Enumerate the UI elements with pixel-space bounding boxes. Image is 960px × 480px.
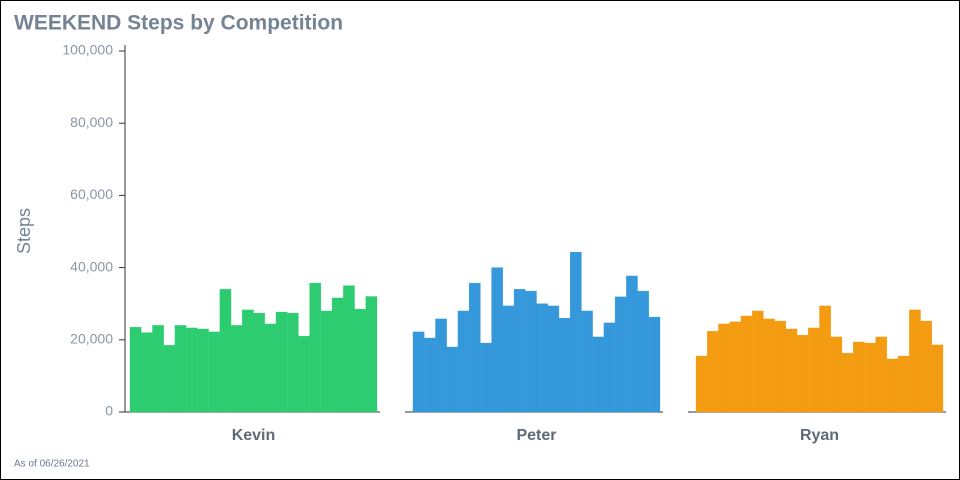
bar — [886, 358, 899, 413]
bar — [286, 312, 299, 413]
bar — [208, 331, 221, 413]
y-tick-label: 100,000 — [62, 42, 113, 58]
bar — [830, 336, 843, 413]
bar — [298, 335, 310, 413]
y-tick-label: 80,000 — [70, 114, 113, 130]
bar — [603, 322, 616, 413]
bar — [718, 323, 730, 413]
bar — [569, 251, 582, 413]
group-label: Peter — [516, 427, 556, 444]
bar — [796, 334, 809, 413]
bar — [648, 316, 661, 413]
bar — [581, 310, 593, 413]
bar — [253, 312, 265, 413]
bar — [354, 308, 367, 413]
bar — [763, 318, 775, 413]
bar — [264, 323, 277, 413]
bar — [309, 282, 322, 413]
bar — [457, 310, 470, 413]
bar — [140, 332, 153, 413]
y-tick-label: 0 — [105, 403, 113, 419]
bar — [152, 325, 164, 413]
bar — [468, 282, 481, 413]
bar — [331, 297, 344, 413]
bar — [729, 321, 742, 413]
bar — [230, 325, 243, 413]
bar — [695, 355, 708, 413]
bar — [774, 320, 787, 413]
bar — [275, 311, 288, 413]
bar — [875, 336, 888, 413]
bar — [320, 310, 333, 413]
bar — [740, 315, 753, 413]
bar — [558, 317, 571, 413]
bar — [502, 305, 515, 413]
bar — [852, 341, 865, 413]
bar — [412, 331, 425, 413]
bar — [242, 309, 254, 413]
group-label: Ryan — [800, 427, 839, 444]
bar — [819, 305, 831, 413]
footnote: As of 06/26/2021 — [14, 459, 90, 470]
bar — [841, 352, 854, 413]
y-tick-label: 20,000 — [70, 331, 113, 347]
group-label: Kevin — [232, 427, 276, 444]
bar — [343, 285, 355, 413]
bar — [547, 305, 560, 413]
bar — [480, 342, 492, 413]
bar — [864, 342, 876, 413]
bar — [365, 296, 378, 413]
bar — [614, 296, 627, 413]
bar — [706, 330, 719, 413]
y-tick-label: 60,000 — [70, 186, 113, 202]
bar — [163, 344, 176, 413]
bar — [808, 327, 820, 413]
bar — [491, 267, 504, 413]
bar — [185, 327, 198, 413]
bar — [423, 337, 436, 413]
bar — [525, 290, 537, 413]
bar — [751, 310, 764, 413]
bar — [219, 289, 232, 413]
bar — [909, 309, 921, 413]
bar — [197, 328, 209, 413]
bar — [897, 355, 910, 413]
bar — [626, 275, 638, 413]
bar — [931, 344, 944, 413]
bar — [446, 346, 459, 413]
bar — [637, 290, 650, 413]
y-axis-label: Steps — [14, 208, 34, 254]
bar — [174, 325, 187, 413]
bar — [435, 318, 447, 413]
bar — [536, 303, 548, 413]
chart-title: WEEKEND Steps by Competition — [14, 12, 343, 35]
bar — [592, 336, 605, 413]
bar — [920, 320, 933, 413]
y-tick-label: 40,000 — [70, 258, 113, 274]
bar — [129, 326, 142, 413]
bar — [785, 328, 798, 413]
bar — [513, 289, 526, 413]
